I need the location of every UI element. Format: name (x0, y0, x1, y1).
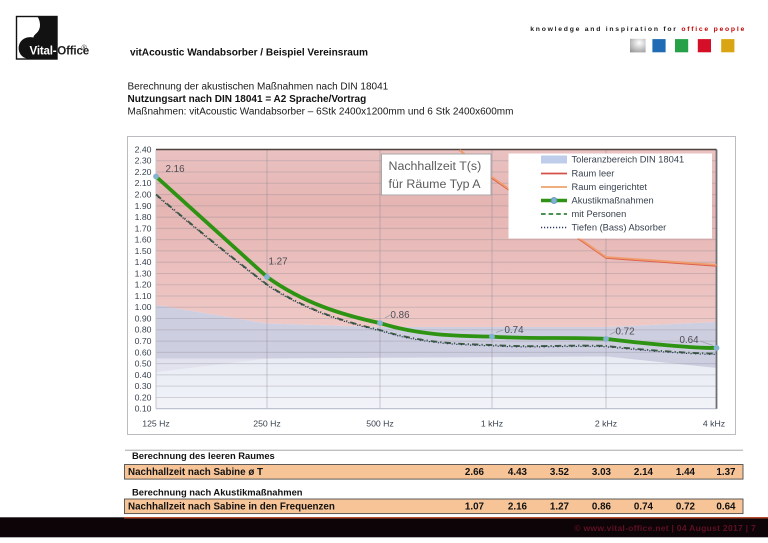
svg-text:knowledge and inspiration for: knowledge and inspiration for office peo… (530, 26, 746, 33)
svg-text:Berechnung des leeren Raumes: Berechnung des leeren Raumes (132, 450, 275, 461)
svg-text:0.50: 0.50 (135, 359, 152, 369)
svg-text:Akustikmaßnahmen: Akustikmaßnahmen (572, 196, 654, 206)
svg-text:2.16: 2.16 (508, 502, 528, 513)
svg-text:1.27: 1.27 (268, 257, 287, 268)
svg-text:1.10: 1.10 (135, 291, 152, 301)
svg-text:4.43: 4.43 (508, 467, 528, 478)
svg-text:2 kHz: 2 kHz (595, 419, 617, 429)
svg-text:0.40: 0.40 (135, 370, 152, 380)
svg-text:0.30: 0.30 (135, 381, 152, 391)
svg-text:Nachhallzeit nach Sabine ø T: Nachhallzeit nach Sabine ø T (128, 467, 263, 478)
svg-text:0.70: 0.70 (135, 336, 152, 346)
svg-text:3.52: 3.52 (550, 467, 570, 478)
svg-text:Raum leer: Raum leer (572, 169, 615, 179)
svg-text:1.40: 1.40 (135, 257, 152, 267)
svg-text:Nachhallzeit nach Sabine in de: Nachhallzeit nach Sabine in den Frequenz… (128, 502, 335, 513)
svg-text:Maßnahmen: vitAcoustic Wandabs: Maßnahmen: vitAcoustic Wandabsorber – 6S… (128, 106, 514, 117)
svg-text:Vital-: Vital- (30, 45, 57, 58)
svg-text:1.50: 1.50 (135, 246, 152, 256)
svg-text:1.27: 1.27 (550, 502, 570, 513)
svg-text:0.74: 0.74 (504, 325, 524, 336)
svg-text:Toleranzbereich DIN 18041: Toleranzbereich DIN 18041 (572, 155, 685, 165)
svg-text:1.80: 1.80 (135, 212, 152, 222)
svg-text:500 Hz: 500 Hz (366, 419, 394, 429)
svg-text:0.86: 0.86 (592, 502, 612, 513)
svg-text:2.20: 2.20 (135, 167, 152, 177)
svg-text:Nachhallzeit T(s): Nachhallzeit T(s) (389, 159, 482, 173)
svg-text:Office: Office (57, 45, 89, 58)
svg-text:2.40: 2.40 (135, 144, 152, 154)
svg-text:© www.vital-office.net |: © www.vital-office.net | 04 August 2017 … (574, 523, 756, 533)
svg-text:0.72: 0.72 (615, 326, 634, 337)
svg-text:1.07: 1.07 (465, 502, 485, 513)
svg-text:2.16: 2.16 (165, 164, 185, 175)
svg-text:vitAcoustic Wandabsorber / Bei: vitAcoustic Wandabsorber / Beispiel Vere… (130, 48, 368, 59)
svg-text:125 Hz: 125 Hz (142, 419, 170, 429)
svg-text:0.72: 0.72 (676, 502, 696, 513)
svg-text:1.00: 1.00 (135, 302, 152, 312)
svg-text:®: ® (82, 43, 88, 52)
svg-text:250 Hz: 250 Hz (253, 419, 281, 429)
svg-text:Tiefen (Bass) Absorber: Tiefen (Bass) Absorber (572, 223, 667, 233)
svg-text:2.66: 2.66 (465, 467, 485, 478)
svg-text:3.03: 3.03 (592, 467, 612, 478)
svg-text:1.20: 1.20 (135, 280, 152, 290)
svg-text:0.10: 0.10 (135, 404, 152, 414)
svg-text:0.64: 0.64 (679, 335, 699, 346)
svg-text:2.00: 2.00 (135, 190, 152, 200)
svg-text:Nutzungsart nach DIN 18041 = A: Nutzungsart nach DIN 18041 = A2 Sprache/… (128, 94, 367, 105)
svg-text:4 kHz: 4 kHz (703, 419, 725, 429)
svg-text:0.90: 0.90 (135, 314, 152, 324)
svg-text:0.80: 0.80 (135, 325, 152, 335)
svg-text:1.70: 1.70 (135, 223, 152, 233)
svg-text:0.20: 0.20 (135, 392, 152, 402)
svg-text:1.44: 1.44 (676, 467, 696, 478)
svg-text:1.37: 1.37 (716, 467, 736, 478)
svg-text:2.30: 2.30 (135, 156, 152, 166)
svg-text:mit Personen: mit Personen (572, 209, 627, 219)
svg-text:1.30: 1.30 (135, 268, 152, 278)
svg-text:0.64: 0.64 (716, 502, 736, 513)
svg-text:0.60: 0.60 (135, 347, 152, 357)
svg-text:2.14: 2.14 (634, 467, 654, 478)
svg-text:0.74: 0.74 (634, 502, 654, 513)
svg-text:Raum eingerichtet: Raum eingerichtet (572, 182, 648, 192)
svg-text:1.90: 1.90 (135, 201, 152, 211)
svg-text:für Räume Typ A: für Räume Typ A (389, 177, 482, 191)
svg-text:2.10: 2.10 (135, 178, 152, 188)
svg-text:Berechnung nach Akustikmaßnahm: Berechnung nach Akustikmaßnahmen (132, 487, 303, 498)
svg-text:1.60: 1.60 (135, 235, 152, 245)
svg-text:0.86: 0.86 (390, 310, 410, 321)
svg-text:1 kHz: 1 kHz (481, 419, 503, 429)
svg-text:Berechnung der akustischen Maß: Berechnung der akustischen Maßnahmen nac… (128, 82, 389, 93)
